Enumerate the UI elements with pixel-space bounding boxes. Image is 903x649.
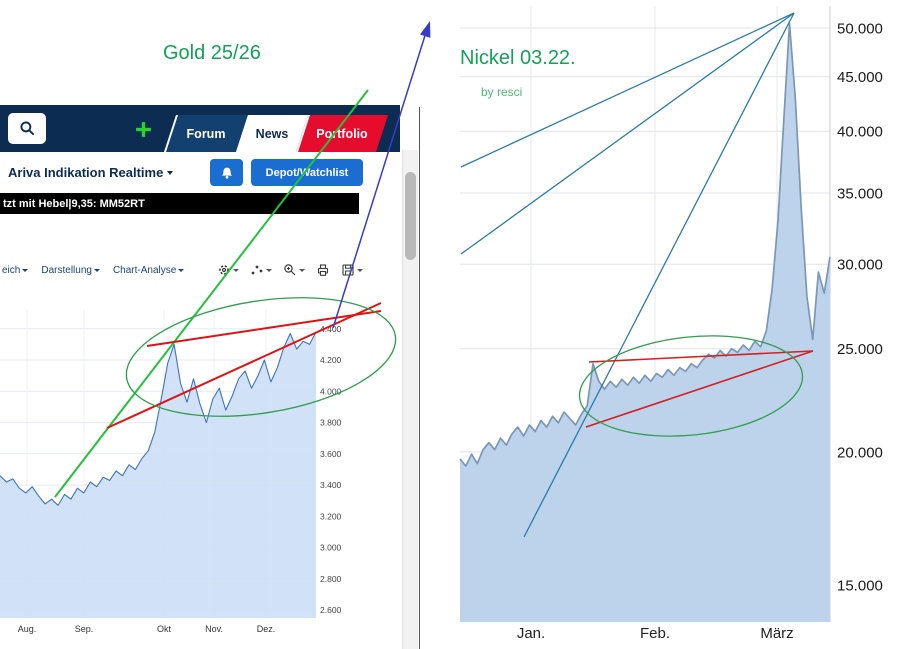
tab-news-label: News bbox=[255, 126, 289, 141]
tab-news[interactable]: News bbox=[242, 115, 302, 152]
chart-settings-button[interactable] bbox=[217, 263, 240, 277]
gold-chart-title: Gold 25/26 bbox=[163, 42, 261, 64]
chart-toolbar: eich Darstellung Chart-Analyse bbox=[2, 257, 398, 283]
nickel-chart-credit: by resci bbox=[481, 85, 523, 99]
search-button[interactable] bbox=[8, 113, 46, 144]
chevron-down-icon bbox=[357, 268, 364, 272]
nav-tabs: Forum News Portfolio bbox=[170, 115, 382, 152]
menu-darstellung-label: Darstellung bbox=[41, 264, 92, 276]
instrument-label: Ariva Indikation Realtime bbox=[8, 165, 164, 180]
plus-icon bbox=[135, 121, 151, 137]
y-axis-tick-label: 4.000 bbox=[320, 386, 342, 396]
depot-watchlist-button[interactable]: Depot/Watchlist bbox=[251, 159, 363, 186]
chevron-down-icon bbox=[93, 268, 100, 272]
instrument-selector[interactable]: Ariva Indikation Realtime bbox=[8, 152, 174, 193]
menu-chart-analyse-label: Chart-Analyse bbox=[112, 264, 177, 276]
menu-darstellung[interactable]: Darstellung bbox=[41, 265, 100, 276]
x-axis-tick-label: Jan. bbox=[517, 625, 545, 642]
chevron-down-icon bbox=[299, 268, 306, 272]
gear-icon bbox=[219, 265, 230, 275]
x-axis-tick-label: Sep. bbox=[75, 624, 94, 634]
compare-button[interactable] bbox=[250, 263, 273, 277]
y-axis-tick-label: 20.000 bbox=[837, 444, 883, 461]
tab-forum[interactable]: Forum bbox=[170, 115, 242, 152]
menu-chart-analyse[interactable]: Chart-Analyse bbox=[112, 264, 185, 276]
y-axis-tick-label: 3.400 bbox=[320, 480, 342, 490]
menu-zeitbereich-label: eich bbox=[2, 264, 21, 276]
save-button[interactable] bbox=[341, 263, 364, 277]
scrollbar-thumb[interactable] bbox=[405, 172, 416, 260]
y-axis-tick-label: 2.800 bbox=[320, 574, 342, 584]
y-axis-tick-label: 30.000 bbox=[837, 257, 883, 274]
chevron-down-icon bbox=[233, 268, 240, 272]
y-axis-tick-label: 3.800 bbox=[320, 418, 342, 428]
save-floppy-icon bbox=[342, 264, 354, 276]
tab-portfolio[interactable]: Portfolio bbox=[302, 115, 382, 152]
ariva-top-nav: Forum News Portfolio bbox=[0, 105, 400, 152]
x-axis-tick-label: März bbox=[760, 625, 793, 642]
ariva-browser-window: Forum News Portfolio Ariva Indikation Re… bbox=[0, 105, 400, 649]
add-tab-button[interactable] bbox=[126, 112, 160, 146]
x-axis-tick-label: Feb. bbox=[640, 625, 670, 642]
instrument-row: Ariva Indikation Realtime Depot/Watchlis… bbox=[0, 152, 400, 193]
zoom-icon bbox=[284, 264, 296, 276]
print-button[interactable] bbox=[316, 263, 330, 277]
y-axis-tick-label: 3.200 bbox=[320, 511, 342, 521]
chevron-down-icon bbox=[22, 268, 29, 272]
y-axis-tick-label: 15.000 bbox=[837, 577, 883, 594]
y-axis-tick-label: 4.400 bbox=[320, 324, 342, 334]
y-axis-tick-label: 3.600 bbox=[320, 449, 342, 459]
tab-portfolio-label: Portfolio bbox=[316, 126, 368, 141]
y-axis-tick-label: 25.000 bbox=[837, 341, 883, 358]
y-axis-tick-label: 2.600 bbox=[320, 605, 342, 615]
nickel-price-area bbox=[460, 23, 830, 622]
x-axis-tick-label: Nov. bbox=[205, 624, 223, 634]
y-axis-tick-label: 3.000 bbox=[320, 543, 342, 553]
chevron-down-icon bbox=[178, 268, 185, 272]
alert-bell-button[interactable] bbox=[210, 159, 243, 186]
chevron-down-icon bbox=[266, 268, 273, 272]
y-axis-tick-label: 4.200 bbox=[320, 355, 342, 365]
x-axis-tick-label: Dez. bbox=[257, 624, 276, 634]
y-axis-tick-label: 50.000 bbox=[837, 20, 883, 37]
blue-arrow-head bbox=[420, 21, 431, 38]
y-axis-tick-label: 35.000 bbox=[837, 185, 883, 202]
nickel-chart-title: Nickel 03.22. bbox=[460, 47, 576, 69]
tab-forum-label: Forum bbox=[186, 126, 226, 141]
bell-icon bbox=[221, 167, 232, 179]
ticker-bar: tzt mit Hebel|9,35: MM52RT bbox=[0, 193, 359, 214]
x-axis-tick-label: Okt bbox=[157, 624, 172, 634]
y-axis-tick-label: 40.000 bbox=[837, 124, 883, 141]
printer-icon bbox=[318, 264, 329, 276]
chevron-down-icon bbox=[167, 170, 174, 175]
gold-price-chart[interactable]: 4.400 4.200 4.000 3.800 3.600 3.400 3.200 3.000… bbox=[0, 295, 400, 649]
y-axis-tick-label: 45.000 bbox=[837, 69, 883, 86]
zoom-button[interactable] bbox=[283, 263, 306, 277]
scrollbar-track[interactable] bbox=[402, 150, 418, 649]
search-icon bbox=[19, 121, 34, 136]
scatter-dots-icon bbox=[251, 265, 263, 275]
menu-zeitbereich[interactable]: eich bbox=[2, 264, 29, 276]
window-border bbox=[419, 107, 420, 649]
x-axis-tick-label: Aug. bbox=[18, 624, 37, 634]
